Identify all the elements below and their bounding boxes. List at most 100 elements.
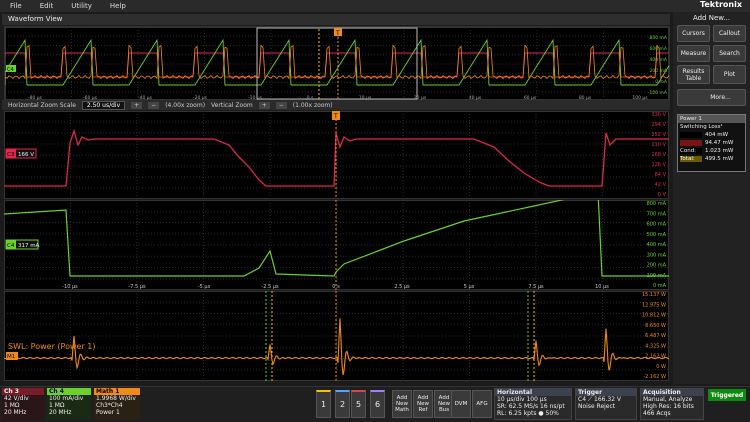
overview-time-label: -60 µs xyxy=(83,95,98,101)
acquisition-settings[interactable]: Acquisition Manual, Analyze High Res: 16… xyxy=(640,388,704,420)
channel-5-button[interactable]: 5 xyxy=(351,390,366,418)
ch4-badge-value: 317 mA xyxy=(18,243,40,249)
y-axis-label: -2.162 W xyxy=(643,374,666,380)
math1-settings-title: Math 1 xyxy=(94,388,140,395)
y-axis-label: 252 V xyxy=(651,132,666,138)
ch4-badge-label: C4 xyxy=(7,243,15,249)
channel-2-button[interactable]: 2 xyxy=(335,390,350,418)
acquisition-title: Acquisition xyxy=(641,389,703,396)
overview-y-label: -100 mA xyxy=(648,90,668,96)
total-key: Total: xyxy=(680,156,702,162)
horizontal-zoom-value[interactable]: 2.50 us/div xyxy=(81,100,126,110)
horizontal-settings[interactable]: Horizontal 10 µs/div 100 µs SR: 62.5 MS/… xyxy=(494,388,572,420)
overview-y-label: 400 mA xyxy=(650,57,668,63)
search-button[interactable]: Search xyxy=(713,45,746,62)
measure-button[interactable]: Measure xyxy=(677,45,710,62)
trigger-marker[interactable] xyxy=(332,111,340,120)
horizontal-zoom-minus-button[interactable]: − xyxy=(148,101,160,109)
ch3-waveform-panel[interactable]: T C3 166 V 336 V 294 V 252 V 210 V 168 V 126 … xyxy=(4,111,669,199)
ch4-settings-title: Ch 4 xyxy=(47,388,91,395)
math1-source: Power 1 xyxy=(96,409,120,416)
overview-time-label: 80 µs xyxy=(579,95,592,101)
horizontal-zoom-plus-button[interactable]: + xyxy=(131,101,143,109)
y-axis-label: 600 mA xyxy=(647,222,667,228)
afg-button[interactable]: AFG xyxy=(472,390,492,418)
menu-utility[interactable]: Utility xyxy=(71,2,92,10)
ch3-settings-title: Ch 3 xyxy=(2,388,44,395)
power-row-toff: 94.47 mW xyxy=(678,139,745,147)
cursors-button[interactable]: Cursors xyxy=(677,25,710,42)
more-button[interactable]: More... xyxy=(677,89,746,106)
y-axis-label: 294 V xyxy=(651,122,666,128)
toff-value: 94.47 mW xyxy=(705,140,734,146)
power-results-badge[interactable]: Power 1 Switching Loss¹ 404 mW 94.47 mW … xyxy=(677,114,746,172)
time-axis-label: -10 µs xyxy=(62,284,78,290)
y-axis-label: 6.487 W xyxy=(645,333,666,339)
horizontal-record-length: RL: 6.25 kpts ● 50% xyxy=(497,410,559,417)
ch3-badge-value: 166 V xyxy=(18,152,34,158)
brand-logo: Tektronix xyxy=(699,0,742,9)
math1-scale: 1.9968 W/div xyxy=(96,395,136,402)
trigger-settings[interactable]: Trigger C4 ⟋ 166.32 V Noise Reject xyxy=(575,388,637,420)
triggered-status[interactable]: Triggered xyxy=(708,389,746,401)
power-waveform-panel[interactable]: SWL: Power (Power 1) M1 15.137 W 12.975 W… xyxy=(3,291,670,381)
overview-y-label: 800 mA xyxy=(650,35,668,41)
y-axis-label: 100 mA xyxy=(647,273,667,279)
overview-time-label: 0 s xyxy=(307,95,314,101)
math1-settings[interactable]: Math 1 1.9968 W/div Ch3*Ch4 Power 1 xyxy=(94,388,140,420)
overview-time-label: 20 µs xyxy=(414,95,427,101)
y-axis-label: 800 mA xyxy=(647,201,667,207)
ch4-settings[interactable]: Ch 4 100 mA/div 1 MΩ 20 MHz xyxy=(47,388,91,420)
math1-badge-label: M1 xyxy=(7,354,15,360)
overview-time-label: -80 µs xyxy=(28,95,43,101)
overview-svg: T C4 -80 µs -60 µs -40 µs -20 µs -10 µs 0 s 10… xyxy=(4,27,670,101)
results-table-button[interactable]: Results Table xyxy=(677,65,710,84)
menu-edit[interactable]: Edit xyxy=(39,2,54,10)
menu-bar: File Edit Utility Help Tektronix xyxy=(0,0,750,12)
plot-button[interactable]: Plot xyxy=(713,65,746,84)
overview-y-label: 200 mA xyxy=(650,68,668,74)
power-row-total: Total: 499.5 mW xyxy=(678,155,745,163)
overview-ch4-badge-label: C4 xyxy=(7,67,14,73)
ton-value: 404 mW xyxy=(705,132,729,138)
horizontal-sample-rate: SR: 62.5 MS/s 16 ns/pt xyxy=(497,403,565,410)
y-axis-label: 126 V xyxy=(651,162,666,168)
ch4-waveform-panel[interactable]: C4 317 mA 800 mA 700 mA 600 mA 500 mA 400 mA… xyxy=(3,191,669,290)
ch3-badge-chip xyxy=(6,149,16,158)
vertical-zoom-minus-button[interactable]: − xyxy=(275,101,287,109)
overview-time-label: -40 µs xyxy=(138,95,153,101)
overview-trigger-marker xyxy=(334,28,342,36)
zoom-bar: Horizontal Zoom Scale 2.50 us/div + − (4… xyxy=(2,100,670,110)
y-axis-label: 15.137 W xyxy=(642,292,666,298)
overview-ch4-badge xyxy=(6,65,16,72)
y-axis-label: 0 W xyxy=(656,364,666,370)
add-new-ref-button[interactable]: Add New Ref xyxy=(413,390,433,418)
acquisition-mode: Manual, Analyze xyxy=(643,396,693,403)
y-axis-label: 300 mA xyxy=(647,252,667,258)
time-axis-label: 2.5 µs xyxy=(394,284,410,290)
callout-button[interactable]: Callout xyxy=(713,25,746,42)
channel-6-button[interactable]: 6 xyxy=(370,390,385,418)
vertical-zoom-plus-button[interactable]: + xyxy=(258,101,270,109)
add-new-math-button[interactable]: Add New Math xyxy=(392,390,412,418)
y-axis-label: 0 mA xyxy=(653,283,667,289)
menu-file[interactable]: File xyxy=(10,2,22,10)
menu-help[interactable]: Help xyxy=(109,2,126,10)
math1-badge[interactable] xyxy=(6,352,18,360)
y-axis-label: 200 mA xyxy=(647,263,667,269)
overview-time-label: -20 µs xyxy=(193,95,208,101)
toff-key xyxy=(680,140,702,146)
horizontal-zoom-label: Horizontal Zoom Scale xyxy=(8,101,76,109)
vertical-zoom-label: Vertical Zoom xyxy=(211,101,253,109)
ch3-settings[interactable]: Ch 3 42 V/div 1 MΩ 20 MHz xyxy=(2,388,44,420)
time-axis-label: 7.5 µs xyxy=(528,284,544,290)
time-axis-label: -5 µs xyxy=(198,284,211,290)
y-axis-label: 12.975 W xyxy=(642,302,666,308)
y-axis-label: 10.812 W xyxy=(642,313,666,319)
overview-time-label: 100 µs xyxy=(632,95,648,101)
channel-1-button[interactable]: 1 xyxy=(316,390,331,418)
vertical-zoom-factor: (1.00x zoom) xyxy=(292,101,333,109)
waveform-view-title: Waveform View xyxy=(2,14,670,25)
dvm-button[interactable]: DVM xyxy=(451,390,471,418)
overview-waveform[interactable]: T C4 -80 µs -60 µs -40 µs -20 µs -10 µs 0 s 10… xyxy=(4,26,670,101)
